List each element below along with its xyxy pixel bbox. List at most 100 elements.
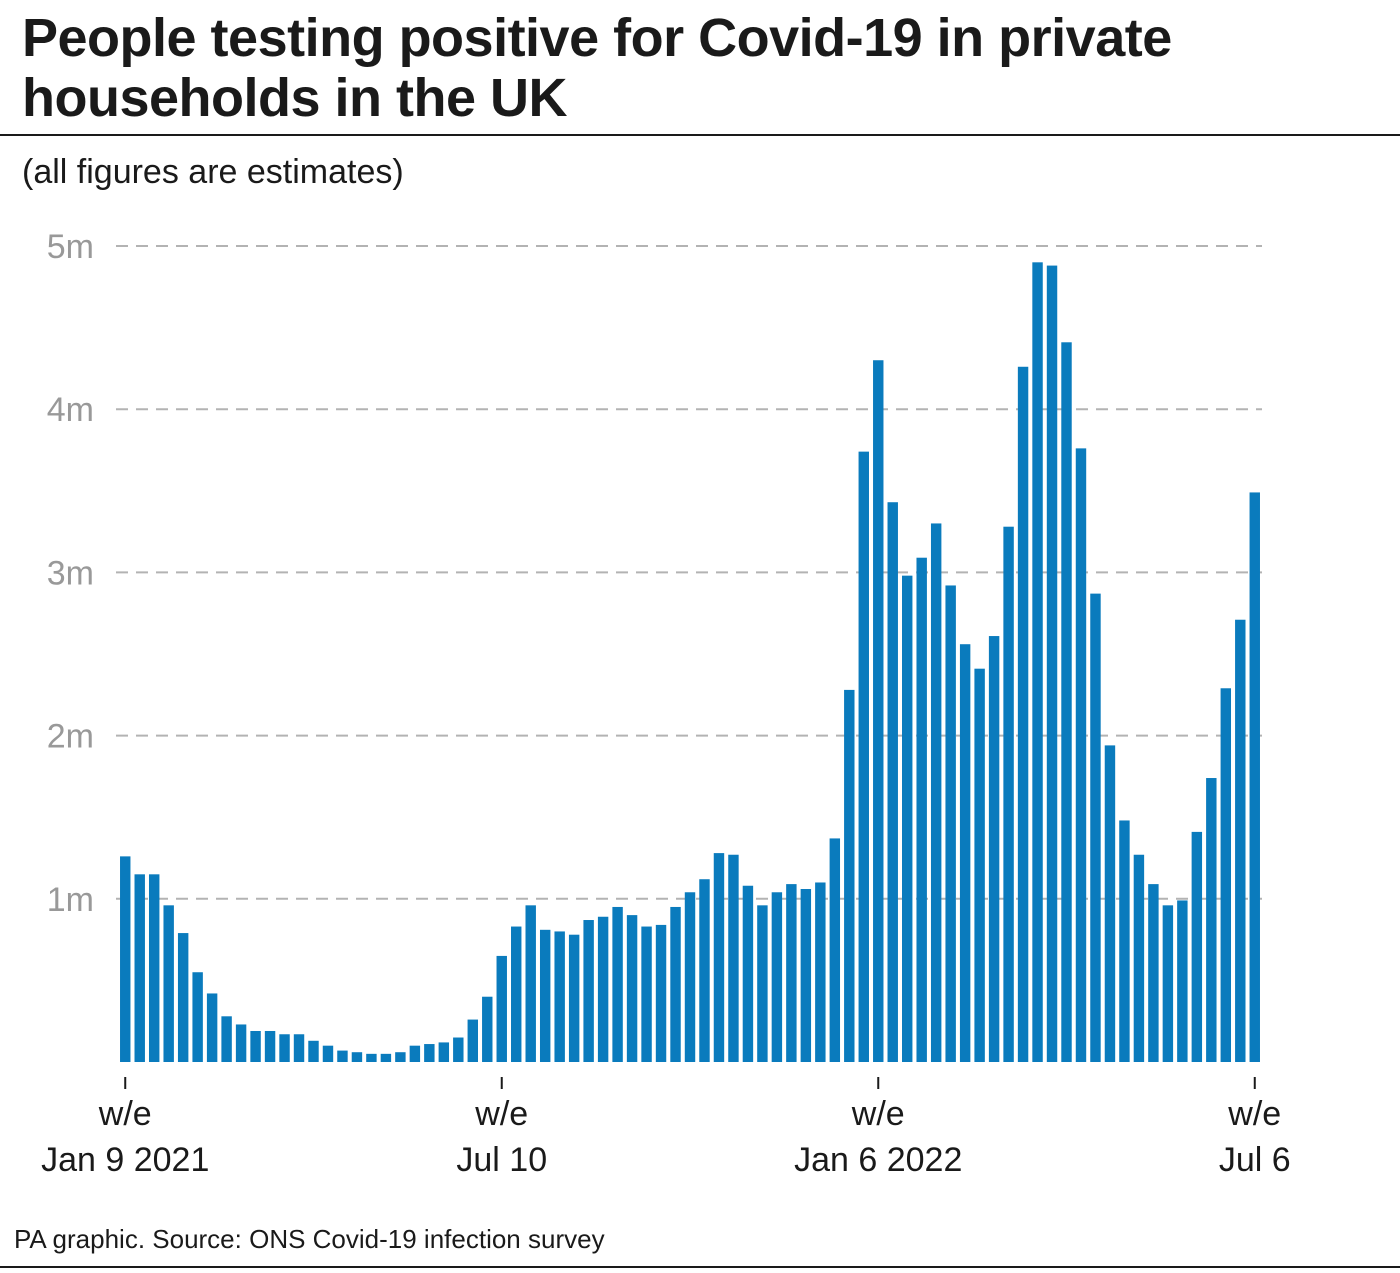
bar	[395, 1052, 406, 1062]
bar	[1061, 342, 1072, 1062]
bar	[988, 636, 1000, 1062]
bar	[1104, 745, 1116, 1062]
bar	[916, 557, 927, 1062]
footer-divider	[0, 1266, 1400, 1268]
bar	[1133, 854, 1145, 1062]
bar	[1177, 900, 1188, 1062]
bar	[1191, 831, 1203, 1062]
bar	[699, 879, 710, 1062]
title-divider	[0, 134, 1400, 136]
bar	[713, 853, 725, 1062]
bar	[887, 502, 898, 1063]
bar	[482, 996, 493, 1062]
bar	[829, 838, 841, 1062]
bar	[424, 1044, 435, 1062]
bar	[1003, 526, 1014, 1062]
x-tick-label: Jan 6 2022	[794, 1141, 962, 1179]
chart-subtitle: (all figures are estimates)	[22, 153, 404, 191]
bar	[670, 906, 681, 1062]
bar	[134, 874, 145, 1062]
x-tick-label: w/e	[851, 1095, 905, 1133]
bar	[786, 884, 797, 1062]
bar	[539, 929, 551, 1062]
bar	[1090, 593, 1101, 1062]
bar	[177, 933, 189, 1062]
bar	[293, 1034, 305, 1062]
bar	[1032, 262, 1043, 1062]
bar	[728, 854, 739, 1062]
bar	[800, 889, 812, 1062]
y-tick-label: 3m	[47, 554, 94, 592]
bar	[626, 915, 638, 1062]
source-credit: PA graphic. Source: ONS Covid-19 infecti…	[14, 1224, 605, 1254]
bar	[945, 585, 956, 1062]
bar	[496, 955, 507, 1062]
bar	[844, 689, 855, 1062]
bar	[771, 892, 783, 1062]
x-tick-label: w/e	[1227, 1095, 1281, 1133]
bar	[612, 906, 623, 1062]
bar	[337, 1050, 348, 1062]
bar	[438, 1042, 450, 1062]
bar	[974, 668, 985, 1062]
bar	[511, 926, 522, 1062]
bar	[264, 1030, 276, 1062]
bar	[1148, 884, 1159, 1062]
bar	[1206, 778, 1217, 1062]
gridlines	[116, 245, 1262, 900]
bar	[815, 882, 826, 1062]
bar	[206, 993, 218, 1062]
y-axis-tick-labels: 1m 2m 3m 4m 5m	[47, 228, 94, 919]
bar	[308, 1040, 319, 1062]
bar	[684, 892, 696, 1062]
y-tick-label: 5m	[47, 228, 94, 266]
x-tick-label: w/e	[474, 1095, 528, 1133]
bar	[1017, 366, 1029, 1062]
bar	[409, 1045, 421, 1062]
bar	[1162, 905, 1174, 1062]
bar	[1046, 265, 1058, 1063]
bar	[1220, 688, 1232, 1062]
bar	[1235, 619, 1246, 1062]
x-tick-label: w/e	[98, 1095, 152, 1133]
bar	[221, 1016, 232, 1062]
bar	[351, 1052, 363, 1062]
bar	[279, 1034, 290, 1062]
x-tick-label: Jan 9 2021	[41, 1141, 209, 1179]
bar	[1119, 820, 1130, 1062]
bar	[930, 523, 942, 1062]
bar	[641, 926, 652, 1062]
bar	[453, 1037, 464, 1062]
bar	[568, 934, 580, 1062]
bar	[322, 1045, 334, 1062]
bar	[742, 885, 754, 1062]
bar	[235, 1024, 247, 1062]
bar	[525, 905, 536, 1062]
bar	[554, 931, 565, 1062]
bar	[250, 1030, 261, 1062]
bar	[757, 905, 768, 1062]
bar	[467, 1019, 478, 1062]
bar	[120, 856, 131, 1062]
bar	[366, 1053, 377, 1062]
bar	[380, 1053, 392, 1062]
x-tick-label: Jul 10	[456, 1141, 547, 1179]
x-tick-label: Jul 6	[1219, 1141, 1291, 1179]
bar	[163, 905, 174, 1062]
y-tick-label: 4m	[47, 391, 94, 429]
bar	[873, 360, 884, 1062]
bar	[148, 874, 160, 1062]
y-tick-label: 2m	[47, 718, 94, 756]
bar	[902, 575, 913, 1062]
bar	[583, 920, 594, 1062]
bar	[597, 916, 609, 1062]
bar	[655, 924, 667, 1062]
bar	[1249, 492, 1260, 1062]
chart-title: People testing positive for Covid-19 in …	[22, 8, 1172, 128]
bar	[192, 972, 203, 1062]
bar	[858, 451, 869, 1062]
bars	[120, 262, 1260, 1063]
y-tick-label: 1m	[47, 881, 94, 919]
bar	[1075, 448, 1087, 1062]
